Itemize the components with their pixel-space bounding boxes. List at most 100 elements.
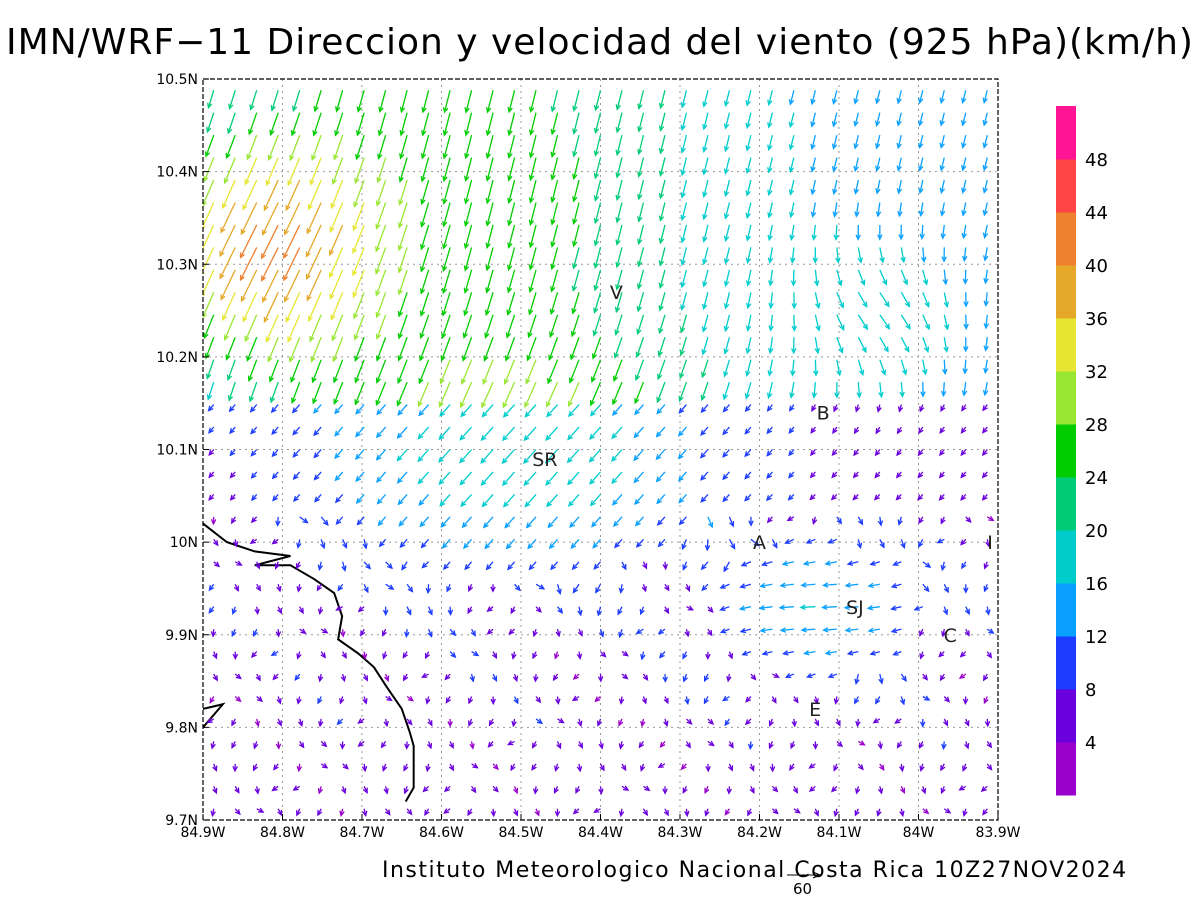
wind-vector — [231, 741, 237, 749]
wind-vector — [896, 134, 902, 150]
wind-vector — [857, 359, 865, 377]
wind-vector — [250, 449, 258, 457]
wind-vector — [986, 651, 993, 659]
wind-vector — [550, 112, 559, 136]
wind-vector — [635, 337, 645, 359]
colorbar-segment — [1056, 583, 1076, 637]
wind-vector — [276, 718, 282, 727]
wind-vector — [252, 763, 258, 772]
wind-vector — [352, 269, 365, 299]
wind-vector — [399, 538, 408, 549]
wind-vector — [782, 650, 795, 656]
wind-vector — [222, 292, 236, 322]
wind-vector — [832, 426, 838, 435]
wind-vector — [593, 90, 602, 112]
wind-vector — [830, 785, 838, 793]
wind-vector — [702, 157, 709, 176]
wind-vector — [702, 134, 709, 153]
wind-vector — [788, 471, 795, 479]
wind-vector — [246, 336, 258, 362]
wind-vector — [480, 426, 494, 442]
wind-vector — [917, 471, 924, 479]
wind-vector — [701, 583, 709, 592]
wind-vector — [210, 516, 217, 526]
wind-vector — [504, 337, 516, 362]
wind-vector — [376, 157, 387, 184]
wind-vector — [362, 673, 369, 682]
wind-vector — [504, 516, 516, 529]
wind-vector — [220, 202, 236, 234]
wind-vector — [448, 741, 454, 750]
wind-vector — [982, 382, 989, 397]
wind-vector — [464, 90, 473, 114]
wind-vector — [939, 179, 946, 195]
wind-vector — [275, 629, 282, 638]
coastline — [203, 522, 415, 802]
chart-title: IMN/WRF−11 Direccion y velocidad del vie… — [6, 22, 1194, 63]
wind-vector — [361, 763, 368, 773]
city-labels: V SR B A I SJ C E — [532, 282, 993, 721]
wind-vector — [447, 718, 453, 728]
wind-vector — [745, 157, 752, 175]
wind-vector — [354, 359, 365, 384]
wind-vector — [577, 606, 583, 617]
wind-vector — [510, 763, 516, 772]
wind-vector — [206, 112, 215, 134]
wind-vector — [942, 359, 948, 376]
wind-vector — [962, 359, 968, 375]
wind-vector — [768, 269, 774, 287]
wind-vector — [728, 741, 734, 749]
wind-vector — [274, 561, 280, 570]
wind-vector — [291, 90, 301, 113]
wind-vector — [836, 292, 845, 309]
wind-vector — [814, 292, 821, 310]
wind-vector — [296, 584, 302, 593]
city-label: SR — [532, 449, 557, 471]
wind-vector — [299, 516, 309, 524]
wind-vector — [679, 337, 688, 357]
wind-vector — [482, 516, 494, 529]
wind-vector — [922, 583, 930, 593]
wind-vector — [527, 314, 537, 339]
wind-vector — [938, 471, 945, 479]
wind-vector — [810, 134, 816, 151]
wind-vector — [897, 202, 903, 218]
wind-vector — [831, 134, 838, 150]
wind-vector — [745, 359, 752, 378]
wind-vector — [982, 673, 989, 682]
wind-vector — [556, 741, 562, 750]
wind-vector — [484, 292, 494, 317]
wind-vector — [942, 269, 949, 286]
wind-vector — [287, 314, 301, 343]
wind-vector — [570, 538, 580, 550]
wind-vector — [836, 359, 842, 377]
wind-vector — [535, 718, 544, 725]
wind-vector — [550, 269, 559, 293]
wind-vector — [959, 651, 967, 658]
wind-vector — [486, 606, 494, 613]
wind-vector — [744, 404, 752, 413]
wind-vector — [879, 336, 889, 353]
wind-vector — [617, 606, 623, 616]
wind-vector — [918, 516, 924, 525]
wind-vector — [879, 291, 890, 308]
wind-vector — [507, 224, 516, 249]
wind-vector — [767, 134, 774, 152]
wind-vector — [961, 561, 967, 570]
wind-vector — [524, 493, 537, 508]
wind-vector — [247, 359, 258, 382]
wind-vector — [922, 359, 928, 376]
wind-vector — [397, 337, 408, 362]
wind-vector — [655, 471, 666, 483]
wind-vector — [463, 224, 473, 250]
wind-vector — [983, 561, 989, 570]
city-label: I — [987, 532, 993, 554]
wind-vector — [745, 134, 752, 152]
wind-vector — [246, 134, 258, 161]
wind-vector — [335, 90, 344, 113]
wind-vector — [723, 292, 731, 310]
wind-vector — [612, 381, 623, 406]
wind-vector — [375, 269, 387, 297]
wind-vector — [836, 516, 843, 525]
wind-vector — [355, 134, 365, 161]
